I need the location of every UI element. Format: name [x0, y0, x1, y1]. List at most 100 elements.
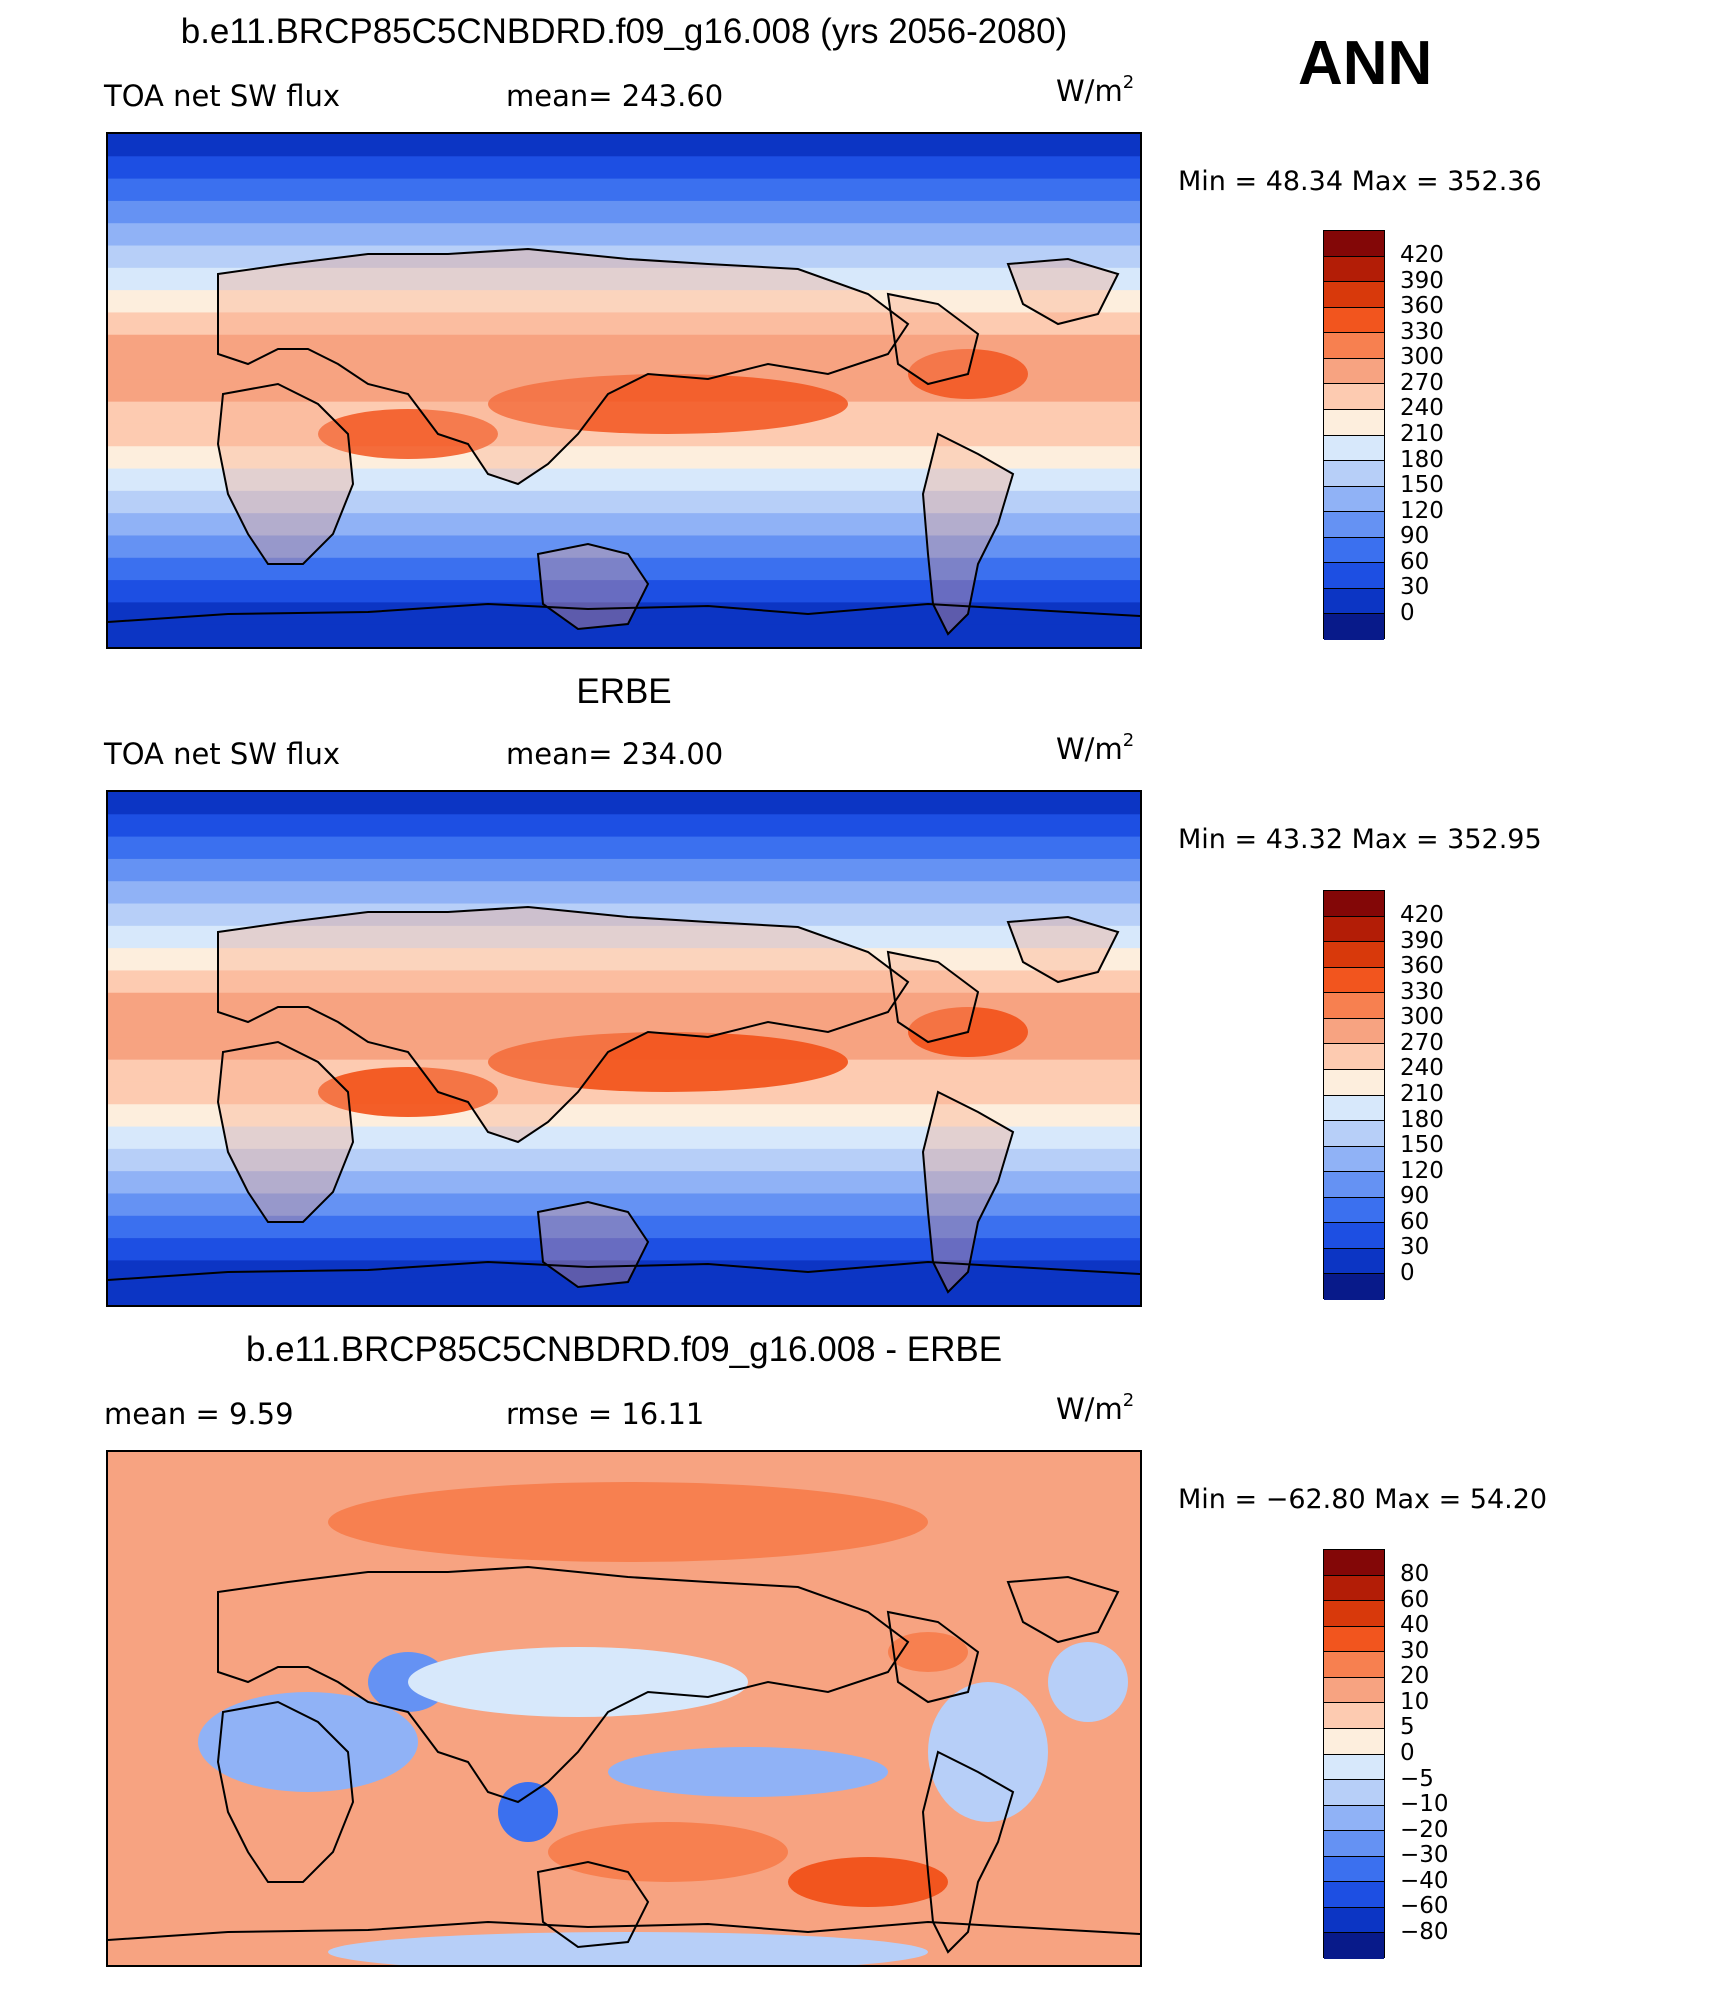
colorbar-tick-label: 5 [1400, 1714, 1415, 1741]
colorbar-swatch [1324, 1575, 1384, 1602]
colorbar-tick-label: 270 [1400, 1029, 1444, 1056]
latitude-band [108, 1015, 1140, 1039]
panel-2-colorbar [1323, 890, 1385, 1300]
panel-1-variable-label: TOA net SW flux [104, 79, 341, 113]
colorbar-swatch [1324, 614, 1384, 640]
colorbar-tick-label: 60 [1400, 1208, 1430, 1235]
land-tint [888, 294, 978, 384]
difference-region [198, 1692, 418, 1792]
colorbar-swatch [1324, 588, 1384, 615]
colorbar-tick-label: 210 [1400, 421, 1444, 447]
coastline [886, 950, 980, 1044]
colorbar-swatch [1324, 1728, 1384, 1755]
colorbar-swatch [1324, 1223, 1384, 1249]
latitude-band [108, 792, 1140, 816]
latitude-band [108, 970, 1140, 994]
season-label: ANN [1298, 29, 1433, 98]
colorbar-swatch [1324, 1805, 1384, 1832]
latitude-band [108, 223, 1140, 247]
colorbar-swatch [1324, 231, 1384, 257]
colorbar-tick-label: 150 [1400, 472, 1444, 499]
colorbar-tick-label: 390 [1400, 927, 1444, 954]
colorbar-tick-label: −30 [1400, 1842, 1449, 1869]
colorbar-swatch [1324, 916, 1384, 943]
latitude-band [108, 334, 1140, 359]
latitude-band [108, 200, 1140, 225]
colorbar-tick-label: −80 [1400, 1918, 1449, 1945]
colorbar-tick-label: 20 [1400, 1663, 1430, 1690]
colorbar-tick-label: 360 [1400, 953, 1444, 980]
colorbar-swatch [1324, 1754, 1384, 1781]
colorbar-swatch [1324, 512, 1384, 538]
coastline [886, 1610, 980, 1704]
panel-2-mean-label: mean= 234.00 [506, 737, 724, 771]
difference-region [928, 1682, 1048, 1822]
land-tint [1008, 917, 1118, 982]
colorbar-tick-label: 120 [1400, 497, 1444, 524]
difference-region [328, 1482, 928, 1562]
colorbar-swatch [1324, 1907, 1384, 1934]
map-field [108, 134, 1140, 647]
colorbar-tick-label: 60 [1400, 1586, 1430, 1613]
colorbar-swatch [1324, 1601, 1384, 1627]
colorbar-swatch [1324, 1677, 1384, 1704]
colorbar-tick-label: 0 [1400, 1259, 1415, 1286]
difference-region [788, 1857, 948, 1907]
latitude-band [108, 580, 1140, 604]
latitude-band [108, 1148, 1140, 1173]
colorbar-tick-label: 60 [1400, 548, 1430, 575]
colorbar-swatch [1324, 461, 1384, 487]
panel-1-mean-label: mean= 243.60 [506, 79, 724, 113]
colorbar-swatch [1324, 1172, 1384, 1198]
coastline [1006, 1575, 1120, 1644]
map-field [108, 1452, 1140, 1965]
land-tint [1008, 259, 1118, 324]
panel-1-colorbar [1323, 230, 1385, 640]
coastline [216, 1700, 355, 1883]
panel-2-units: W/m2 [1056, 730, 1135, 766]
colorbar-swatch [1324, 1703, 1384, 1729]
colorbar-tick-label: 120 [1400, 1157, 1444, 1184]
colorbar-tick-label: −20 [1400, 1816, 1449, 1843]
latitude-band [108, 490, 1140, 515]
colorbar-tick-label: 390 [1400, 267, 1444, 294]
colorbar-swatch [1324, 1146, 1384, 1173]
land-tint [218, 384, 353, 564]
colorbar-tick-label: 90 [1400, 523, 1430, 550]
colorbar-swatch [1324, 1018, 1384, 1045]
colorbar-swatch [1324, 1882, 1384, 1908]
colorbar-swatch [1324, 1121, 1384, 1147]
latitude-band [108, 624, 1140, 647]
colorbar-swatch [1324, 1197, 1384, 1224]
colorbar-tick-label: −40 [1400, 1867, 1449, 1894]
colorbar-tick-label: 0 [1400, 599, 1415, 626]
coastline [217, 247, 910, 486]
latitude-band [108, 1171, 1140, 1195]
colorbar-tick-label: 10 [1400, 1688, 1430, 1715]
coastline [536, 542, 650, 631]
colorbar-swatch [1324, 282, 1384, 308]
colorbar-tick-label: 240 [1400, 395, 1444, 422]
colorbar-tick-label: 330 [1400, 318, 1444, 345]
latitude-band [108, 1282, 1140, 1305]
colorbar-tick-label: 300 [1400, 344, 1444, 371]
colorbar-tick-label: 360 [1400, 293, 1444, 320]
coastline [536, 1860, 650, 1949]
colorbar-tick-label: −10 [1400, 1791, 1449, 1818]
panel-2-variable-label: TOA net SW flux [104, 737, 341, 771]
colorbar-swatch [1324, 409, 1384, 436]
panel-3-mean-label: mean = 9.59 [104, 1397, 294, 1431]
panel-3-units: W/m2 [1056, 1390, 1135, 1426]
colorbar-tick-label: 180 [1400, 1106, 1444, 1133]
latitude-band [108, 836, 1140, 860]
field-maximum [318, 409, 498, 459]
coastline [1006, 257, 1120, 326]
latitude-band [108, 535, 1140, 559]
land-tint [923, 434, 1013, 634]
colorbar-tick-label: 180 [1400, 446, 1444, 473]
field-maximum [488, 1032, 848, 1092]
colorbar-tick-label: 30 [1400, 1637, 1430, 1664]
colorbar-tick-label: 0 [1400, 1740, 1415, 1766]
coastline [921, 432, 1015, 636]
colorbar-swatch [1324, 1626, 1384, 1653]
